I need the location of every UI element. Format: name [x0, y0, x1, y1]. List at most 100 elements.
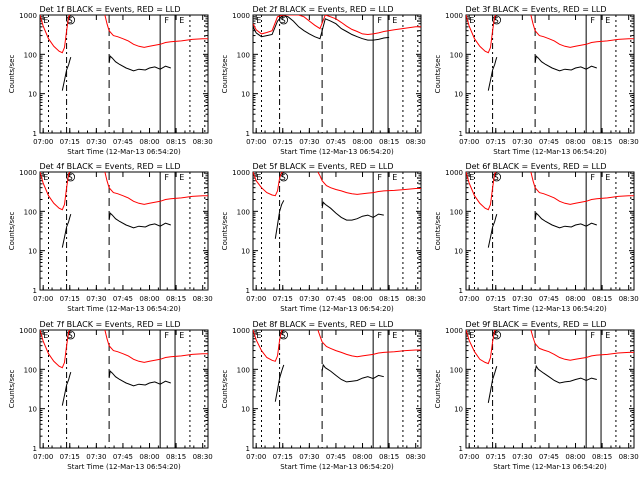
x-tick-label: 08:30	[406, 138, 426, 146]
panel-title: Det 7f BLACK = Events, RED = LLD	[39, 320, 180, 329]
x-tick-label: 07:00	[33, 453, 53, 461]
y-tick-label: 1000	[232, 12, 250, 20]
panel-title: Det 6f BLACK = Events, RED = LLD	[465, 162, 606, 171]
y-tick-label: 10	[454, 248, 463, 256]
interval-marker-label: E	[392, 173, 397, 182]
x-tick-label: 07:30	[299, 295, 319, 303]
y-tick-label: 1	[33, 130, 37, 138]
interval-marker-label: E	[179, 173, 184, 182]
x-axis-title: Start Time (12-Mar-13 06:54:20)	[493, 148, 607, 156]
x-tick-label: 07:15	[273, 453, 293, 461]
x-tick-label: 08:15	[592, 453, 612, 461]
x-tick-label: 08:30	[619, 138, 639, 146]
x-tick-label: 08:00	[139, 453, 159, 461]
x-tick-label: 07:00	[246, 295, 266, 303]
x-tick-label: 07:00	[33, 138, 53, 146]
lld-series-line	[40, 330, 208, 369]
x-tick-label: 07:00	[246, 453, 266, 461]
y-tick-label: 10	[241, 406, 250, 414]
lld-series-line	[253, 330, 421, 362]
x-tick-label: 08:00	[565, 295, 585, 303]
detector-panel-7: Det 7f BLACK = Events, RED = LLD 1 10 100 10…	[8, 320, 213, 471]
y-tick-label: 100	[237, 366, 250, 374]
y-axis-title: Counts/sec	[434, 55, 442, 94]
x-tick-label: 07:00	[459, 295, 479, 303]
x-tick-label: 07:15	[60, 295, 80, 303]
lld-series-line	[466, 172, 634, 211]
events-series-line	[274, 363, 384, 402]
y-tick-label: 1	[33, 287, 37, 295]
y-axis-title: Counts/sec	[434, 370, 442, 409]
x-tick-label: 07:15	[486, 295, 506, 303]
y-tick-label: 1000	[19, 12, 37, 20]
panel-title: Det 8f BLACK = Events, RED = LLD	[252, 320, 393, 329]
events-series-line	[61, 212, 171, 248]
interval-marker-label: E	[469, 173, 474, 182]
y-tick-label: 100	[24, 51, 37, 59]
interval-marker-label: F	[377, 16, 382, 25]
interval-marker-label: S	[281, 173, 286, 182]
y-tick-label: 1	[246, 287, 250, 295]
y-tick-label: 1000	[19, 169, 37, 177]
y-tick-label: 10	[241, 248, 250, 256]
interval-marker-label: F	[164, 173, 169, 182]
x-axis-title: Start Time (12-Mar-13 06:54:20)	[67, 148, 181, 156]
x-tick-label: 08:00	[352, 453, 372, 461]
y-tick-label: 10	[28, 248, 37, 256]
x-tick-label: 08:00	[352, 138, 372, 146]
interval-marker-label: F	[164, 16, 169, 25]
plot-frame	[252, 171, 422, 291]
y-tick-label: 100	[237, 208, 250, 216]
x-tick-label: 07:15	[273, 138, 293, 146]
x-tick-label: 08:00	[565, 453, 585, 461]
x-tick-label: 07:30	[512, 295, 532, 303]
detector-panel-2: Det 2f BLACK = Events, RED = LLD 1 10 100 10…	[221, 5, 426, 156]
interval-marker-label: E	[605, 331, 610, 340]
y-tick-label: 1	[246, 445, 250, 453]
x-tick-label: 07:15	[60, 453, 80, 461]
x-tick-label: 08:15	[166, 295, 186, 303]
y-tick-label: 1000	[445, 327, 463, 335]
x-tick-label: 08:30	[406, 295, 426, 303]
start-marker-circle	[279, 330, 289, 340]
x-axis-title: Start Time (12-Mar-13 06:54:20)	[280, 305, 394, 313]
lld-series-line	[253, 15, 421, 36]
x-tick-label: 07:45	[326, 295, 346, 303]
start-marker-circle	[66, 330, 76, 340]
interval-marker-label: S	[494, 173, 499, 182]
x-axis-title: Start Time (12-Mar-13 06:54:20)	[67, 305, 181, 313]
x-tick-label: 07:30	[299, 453, 319, 461]
interval-marker-label: S	[281, 331, 286, 340]
plot-frame	[39, 14, 209, 134]
interval-marker-label: F	[377, 331, 382, 340]
y-tick-label: 100	[450, 208, 463, 216]
y-axis-title: Counts/sec	[221, 370, 229, 409]
x-tick-label: 07:45	[326, 138, 346, 146]
plot-frame	[465, 171, 635, 291]
plot-frame	[465, 14, 635, 134]
interval-marker-label: E	[256, 173, 261, 182]
interval-marker-label: S	[68, 331, 73, 340]
x-tick-label: 08:15	[592, 295, 612, 303]
x-axis-title: Start Time (12-Mar-13 06:54:20)	[67, 463, 181, 471]
x-tick-label: 07:30	[299, 138, 319, 146]
interval-marker-label: E	[469, 16, 474, 25]
x-tick-label: 08:15	[379, 138, 399, 146]
events-series-line	[487, 55, 597, 91]
y-tick-label: 100	[450, 366, 463, 374]
x-tick-label: 08:30	[193, 138, 213, 146]
y-tick-label: 1000	[445, 169, 463, 177]
x-tick-label: 07:30	[512, 138, 532, 146]
y-tick-label: 10	[28, 91, 37, 99]
y-axis-title: Counts/sec	[8, 370, 16, 409]
x-axis-title: Start Time (12-Mar-13 06:54:20)	[493, 463, 607, 471]
panel-title: Det 9f BLACK = Events, RED = LLD	[465, 320, 606, 329]
x-tick-label: 08:00	[139, 295, 159, 303]
panel-title: Det 2f BLACK = Events, RED = LLD	[252, 5, 393, 14]
interval-marker-label: E	[392, 331, 397, 340]
y-tick-label: 10	[454, 406, 463, 414]
x-tick-label: 07:15	[273, 295, 293, 303]
detector-panel-3: Det 3f BLACK = Events, RED = LLD 1 10 100 10…	[434, 5, 639, 156]
y-axis-title: Counts/sec	[221, 212, 229, 251]
x-tick-label: 08:00	[139, 138, 159, 146]
